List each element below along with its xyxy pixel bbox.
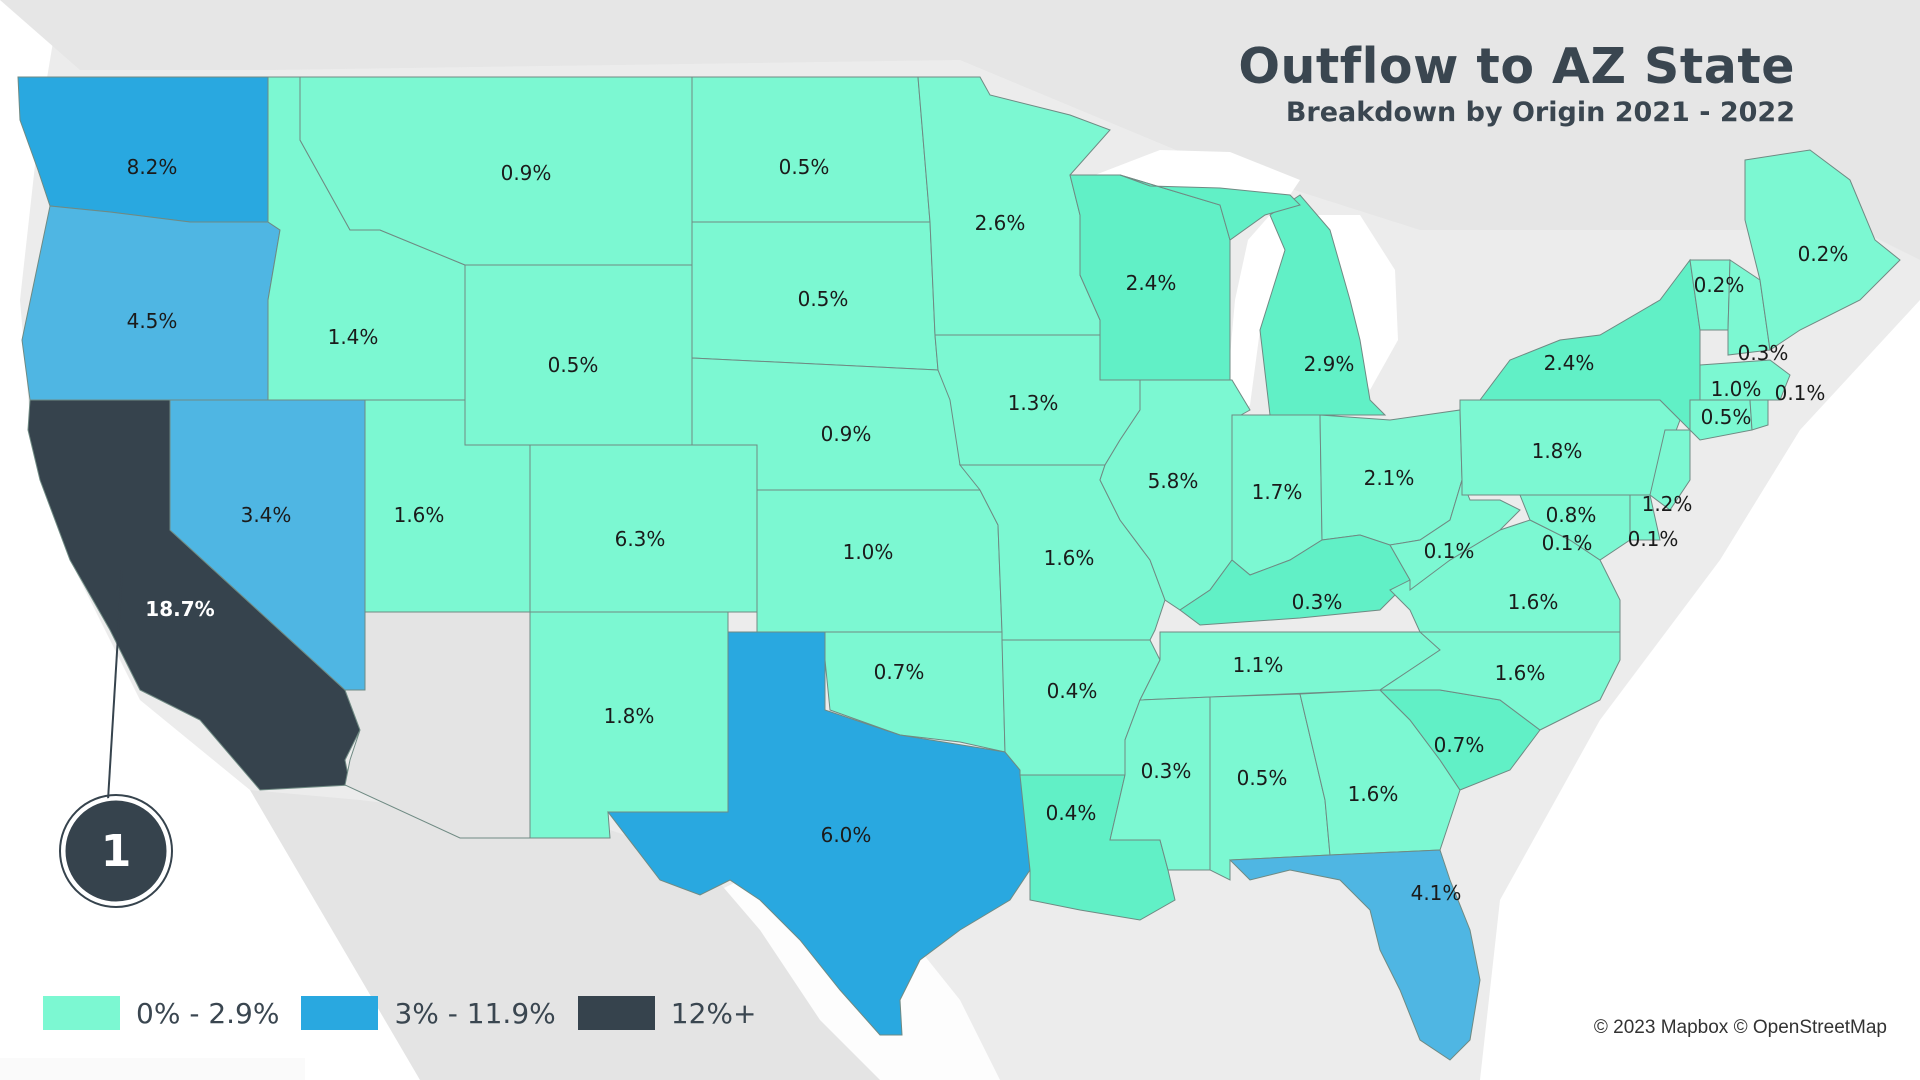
label-arkansas: 0.4% bbox=[1047, 679, 1098, 703]
label-utah: 1.6% bbox=[394, 503, 445, 527]
label-wisconsin: 2.4% bbox=[1126, 271, 1177, 295]
label-pennsylvania: 1.8% bbox=[1532, 439, 1583, 463]
label-kentucky: 0.3% bbox=[1292, 590, 1343, 614]
state-value-labels: 8.2% 4.5% 18.7% 3.4% 0.9% 1.4% 0.5% 1.6%… bbox=[127, 155, 1849, 905]
label-idaho: 1.4% bbox=[328, 325, 379, 349]
label-wyoming: 0.5% bbox=[548, 353, 599, 377]
legend-label-mid: 3% - 11.9% bbox=[394, 996, 556, 1030]
legend-swatch-high bbox=[577, 996, 655, 1030]
label-indiana: 1.7% bbox=[1252, 480, 1303, 504]
mexico-region bbox=[250, 790, 880, 1080]
label-new-york: 2.4% bbox=[1544, 351, 1595, 375]
label-north-carolina: 1.6% bbox=[1495, 661, 1546, 685]
label-washington: 8.2% bbox=[127, 155, 178, 179]
canada-region bbox=[0, 0, 1920, 260]
label-florida: 4.1% bbox=[1411, 881, 1462, 905]
label-oklahoma: 0.7% bbox=[874, 660, 925, 684]
label-south-dakota: 0.5% bbox=[798, 287, 849, 311]
label-vermont: 0.2% bbox=[1694, 273, 1745, 297]
legend: 0% - 2.9% 3% - 11.9% 12%+ bbox=[43, 995, 778, 1031]
legend-swatch-low bbox=[43, 996, 120, 1030]
label-tennessee: 1.1% bbox=[1233, 653, 1284, 677]
label-minnesota: 2.6% bbox=[975, 211, 1026, 235]
label-illinois: 5.8% bbox=[1148, 469, 1199, 493]
state-texas[interactable] bbox=[606, 631, 1031, 1036]
legend-swatch-mid bbox=[301, 996, 379, 1030]
legend-item-high: 12%+ bbox=[577, 996, 757, 1030]
state-michigan-up[interactable] bbox=[1119, 174, 1301, 241]
state-oregon[interactable] bbox=[21, 205, 281, 401]
state-rhode-island[interactable] bbox=[1749, 399, 1769, 431]
label-mississippi: 0.3% bbox=[1141, 759, 1192, 783]
atlantic-ocean bbox=[1480, 300, 1920, 1080]
marker-circle[interactable] bbox=[62, 797, 170, 905]
label-maine: 0.2% bbox=[1798, 242, 1849, 266]
label-oregon: 4.5% bbox=[127, 309, 178, 333]
label-michigan: 2.9% bbox=[1304, 352, 1355, 376]
state-connecticut[interactable] bbox=[1689, 399, 1753, 441]
label-iowa: 1.3% bbox=[1008, 391, 1059, 415]
label-north-dakota: 0.5% bbox=[779, 155, 830, 179]
map-title-block: Outflow to AZ State Breakdown by Origin … bbox=[1238, 38, 1795, 130]
state-new-hampshire[interactable] bbox=[1727, 259, 1771, 356]
label-colorado: 6.3% bbox=[615, 527, 666, 551]
attribution-strip bbox=[0, 1058, 305, 1080]
label-maryland: 0.8% bbox=[1546, 503, 1597, 527]
lake-michigan bbox=[1228, 215, 1285, 418]
label-south-carolina: 0.7% bbox=[1434, 733, 1485, 757]
label-kansas: 1.0% bbox=[843, 540, 894, 564]
label-new-hampshire: 0.3% bbox=[1738, 341, 1789, 365]
state-florida[interactable] bbox=[1228, 849, 1481, 1061]
state-washington[interactable] bbox=[17, 76, 269, 223]
label-connecticut: 0.5% bbox=[1701, 405, 1752, 429]
callout-line bbox=[107, 569, 123, 801]
state-maine[interactable] bbox=[1744, 149, 1901, 351]
label-massachusetts: 1.0% bbox=[1711, 377, 1762, 401]
state-michigan[interactable] bbox=[1259, 194, 1387, 416]
label-new-mexico: 1.8% bbox=[604, 704, 655, 728]
map-title: Outflow to AZ State bbox=[1238, 38, 1795, 95]
marker-ring bbox=[59, 794, 173, 908]
state-north-dakota[interactable] bbox=[691, 76, 931, 223]
marker-label: 1 bbox=[101, 826, 132, 877]
state-north-carolina[interactable] bbox=[1378, 631, 1621, 731]
legend-item-low: 0% - 2.9% bbox=[43, 996, 279, 1030]
legend-label-low: 0% - 2.9% bbox=[136, 996, 280, 1030]
label-alabama: 0.5% bbox=[1237, 766, 1288, 790]
label-nebraska: 0.9% bbox=[821, 422, 872, 446]
legend-label-high: 12%+ bbox=[670, 996, 757, 1030]
label-west-virginia: 0.1% bbox=[1424, 539, 1475, 563]
label-georgia: 1.6% bbox=[1348, 782, 1399, 806]
label-virginia: 1.6% bbox=[1508, 590, 1559, 614]
state-delaware[interactable] bbox=[1629, 494, 1661, 541]
label-texas: 6.0% bbox=[821, 823, 872, 847]
state-west-virginia[interactable] bbox=[1389, 478, 1521, 591]
label-louisiana: 0.4% bbox=[1046, 801, 1097, 825]
label-california: 18.7% bbox=[145, 597, 214, 621]
legend-item-mid: 3% - 11.9% bbox=[301, 996, 556, 1030]
label-montana: 0.9% bbox=[501, 161, 552, 185]
label-ohio: 2.1% bbox=[1364, 466, 1415, 490]
label-rhode-island: 0.1% bbox=[1775, 381, 1826, 405]
label-nevada: 3.4% bbox=[241, 503, 292, 527]
label-district-of-columbia: 0.1% bbox=[1542, 531, 1593, 555]
map-subtitle: Breakdown by Origin 2021 - 2022 bbox=[1285, 97, 1795, 128]
label-missouri: 1.6% bbox=[1044, 546, 1095, 570]
map-attribution[interactable]: © 2023 Mapbox © OpenStreetMap bbox=[1593, 1017, 1887, 1038]
label-new-jersey: 1.2% bbox=[1642, 492, 1693, 516]
state-regions bbox=[17, 76, 1901, 1061]
label-delaware: 0.1% bbox=[1628, 527, 1679, 551]
state-new-jersey[interactable] bbox=[1649, 429, 1691, 511]
